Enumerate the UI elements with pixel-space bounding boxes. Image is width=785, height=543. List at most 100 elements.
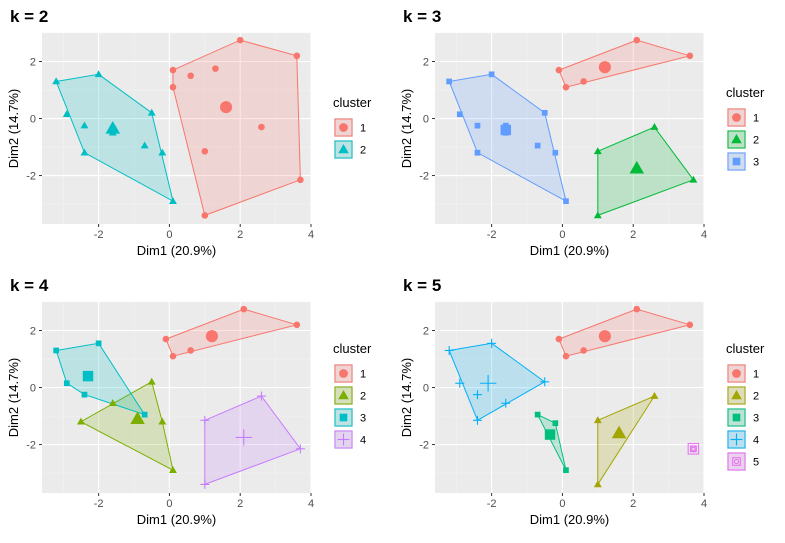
legend-key-marker — [732, 157, 741, 166]
panel-title: k = 4 — [10, 276, 49, 295]
cluster-center-4 — [479, 374, 497, 392]
x-tick-label: 0 — [166, 229, 172, 241]
x-tick-label: 2 — [237, 498, 243, 510]
data-point-cluster-2 — [94, 70, 103, 78]
legend-label: 2 — [360, 145, 366, 157]
data-point-cluster-2 — [593, 211, 602, 219]
legend-key-marker — [732, 369, 741, 378]
legend-key-marker — [732, 413, 741, 422]
data-point-cluster-1 — [580, 347, 587, 354]
legend-label: 1 — [360, 369, 366, 381]
data-point-cluster-4 — [295, 444, 305, 454]
data-point-cluster-1 — [236, 36, 244, 44]
inner-circle — [689, 445, 697, 453]
cluster-center-2 — [629, 160, 645, 174]
data-point-cluster-3 — [534, 411, 541, 418]
data-point-cluster-2 — [169, 197, 177, 204]
y-axis-label: Dim2 (14.7%) — [6, 358, 21, 437]
y-tick-label: 2 — [30, 57, 36, 69]
y-tick-label: 0 — [423, 383, 429, 395]
legend-title: cluster — [333, 95, 372, 110]
data-layer — [53, 305, 305, 489]
y-tick-label: 2 — [30, 326, 36, 338]
cluster-center-5 — [687, 443, 700, 455]
data-point-cluster-2 — [52, 77, 61, 85]
legend-key-bg — [727, 452, 746, 471]
cluster-center-1 — [598, 61, 611, 74]
data-point-cluster-1 — [555, 66, 563, 74]
x-tick-label: -2 — [94, 498, 104, 510]
data-point-cluster-1 — [201, 148, 209, 155]
x-tick-label: 2 — [237, 229, 243, 241]
legend-title: cluster — [726, 341, 765, 356]
y-tick-label: 0 — [423, 114, 429, 126]
data-point-cluster-2 — [158, 148, 167, 156]
data-point-cluster-3 — [141, 411, 148, 418]
data-point-cluster-1 — [580, 78, 587, 85]
legend-label: 1 — [360, 123, 366, 135]
data-point-cluster-2 — [593, 480, 602, 488]
data-point-cluster-3 — [552, 420, 559, 427]
data-point-cluster-4 — [501, 398, 511, 408]
x-tick-label: -2 — [487, 498, 497, 510]
cluster-center-4 — [235, 429, 252, 446]
data-point-cluster-3 — [488, 71, 495, 78]
cluster-center-2 — [130, 411, 145, 424]
y-axis-label: Dim2 (14.7%) — [6, 89, 21, 168]
data-point-cluster-4 — [256, 391, 266, 401]
legend-key-marker — [732, 113, 741, 122]
data-point-cluster-2 — [650, 391, 659, 399]
legend-key-marker — [338, 144, 349, 154]
data-point-cluster-3 — [63, 380, 70, 387]
inner-circle — [733, 458, 740, 465]
x-tick-label: 4 — [308, 498, 314, 510]
plot-background — [435, 302, 704, 493]
data-point-cluster-1 — [201, 212, 209, 219]
legend-label: 3 — [360, 413, 366, 425]
chart-panel-k2: k = 2 -2 0 2 4 -2 0 2 Dim1 (20.9%) Dim2 (14.7%) cl… — [6, 7, 372, 258]
x-tick-label: 2 — [630, 229, 636, 241]
x-tick-label: 2 — [630, 498, 636, 510]
legend-key-marker — [339, 123, 348, 132]
x-tick-label: 0 — [559, 498, 565, 510]
cluster-center-1 — [598, 330, 611, 343]
cluster-hull-2 — [55, 73, 174, 203]
y-axis-label: Dim2 (14.7%) — [399, 358, 414, 437]
data-layer — [446, 36, 698, 219]
data-point-cluster-4 — [444, 345, 454, 355]
cluster-center-3 — [544, 429, 556, 440]
data-point-cluster-3 — [474, 122, 481, 129]
x-axis-label: Dim1 (20.9%) — [530, 243, 609, 258]
data-point-cluster-2 — [147, 377, 156, 385]
cluster-center-3 — [500, 124, 512, 136]
data-point-cluster-2 — [80, 121, 89, 129]
data-point-cluster-3 — [81, 391, 88, 398]
data-point-cluster-1 — [686, 321, 694, 329]
y-tick-label: -2 — [26, 440, 36, 452]
y-tick-label: -2 — [419, 440, 429, 452]
data-point-cluster-4 — [200, 415, 210, 425]
inner-circle — [691, 446, 696, 451]
x-tick-label: -2 — [94, 229, 104, 241]
legend-label: 2 — [753, 391, 759, 403]
y-tick-label: -2 — [419, 171, 429, 183]
square-outline — [687, 443, 700, 455]
cluster-center-3 — [82, 370, 94, 382]
cluster-hull-3 — [448, 73, 567, 203]
legend-key-marker — [731, 390, 742, 400]
data-point-cluster-1 — [162, 335, 170, 343]
data-point-cluster-1 — [212, 65, 219, 72]
data-point-cluster-4 — [472, 415, 482, 425]
legend-label: 3 — [753, 413, 759, 425]
legend: cluster 1 2 3 — [726, 85, 765, 171]
legend: cluster 1 2 3 4 — [333, 341, 372, 449]
data-point-cluster-3 — [446, 78, 453, 85]
data-point-cluster-4 — [200, 479, 210, 489]
x-tick-label: 4 — [701, 498, 707, 510]
cluster-center-2 — [611, 425, 627, 439]
chart-panel-k4: k = 4 -2 0 2 4 -2 0 2 Dim1 (20.9%) Dim2 (14.7%) cl… — [6, 276, 372, 527]
legend-label: 4 — [753, 435, 759, 447]
data-point-cluster-1 — [169, 66, 177, 74]
legend-title: cluster — [333, 341, 372, 356]
